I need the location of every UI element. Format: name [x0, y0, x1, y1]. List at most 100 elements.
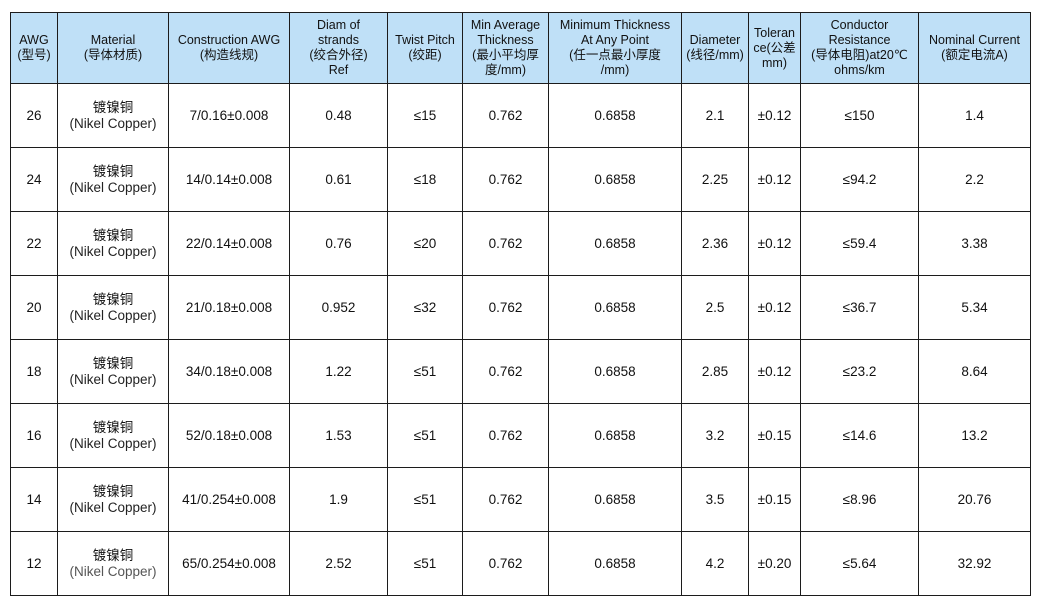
cell-min-thickness-any-point: 0.6858 — [548, 467, 682, 532]
header-resistance: Conductor Resistance (导体电阻)at20℃ ohms/km — [800, 12, 919, 84]
table-row: 16 镀镍铜 (Nikel Copper) 52/0.18±0.008 1.53 … — [10, 403, 1031, 468]
cell-min-avg-thickness: 0.762 — [462, 83, 549, 148]
cell-current: 32.92 — [918, 531, 1031, 596]
cell-resistance: ≤36.7 — [800, 275, 919, 340]
header-material: Material (导体材质) — [57, 12, 169, 84]
cell-twist-pitch: ≤18 — [387, 147, 463, 212]
material-cn: 镀镍铜 — [92, 355, 134, 371]
cell-material: 镀镍铜 (Nikel Copper) — [57, 339, 169, 404]
cell-diam-strands: 0.76 — [289, 211, 388, 276]
cell-tolerance: ±0.20 — [748, 531, 801, 596]
material-cn: 镀镍铜 — [92, 547, 134, 563]
cell-awg: 26 — [10, 83, 58, 148]
cell-resistance: ≤59.4 — [800, 211, 919, 276]
header-row: AWG (型号) Material (导体材质) Construction AW… — [10, 12, 1031, 84]
cell-diameter: 3.2 — [681, 403, 749, 468]
cell-current: 3.38 — [918, 211, 1031, 276]
header-awg: AWG (型号) — [10, 12, 58, 84]
cell-diam-strands: 0.61 — [289, 147, 388, 212]
cell-diameter: 2.36 — [681, 211, 749, 276]
header-min-thickness-any-point: Minimum Thickness At Any Point (任一点最小厚度 … — [548, 12, 682, 84]
material-en: (Nikel Copper) — [69, 179, 157, 195]
header-min-avg-thickness: Min Average Thickness (最小平均厚 度/mm) — [462, 12, 549, 84]
cell-resistance: ≤14.6 — [800, 403, 919, 468]
material-en: (Nikel Copper) — [69, 243, 157, 259]
material-cn: 镀镍铜 — [92, 99, 134, 115]
cell-current: 5.34 — [918, 275, 1031, 340]
cell-min-thickness-any-point: 0.6858 — [548, 531, 682, 596]
material-en: (Nikel Copper) — [69, 371, 157, 387]
cell-awg: 12 — [10, 531, 58, 596]
cell-material: 镀镍铜 (Nikel Copper) — [57, 275, 169, 340]
cell-tolerance: ±0.12 — [748, 147, 801, 212]
cell-material: 镀镍铜 (Nikel Copper) — [57, 403, 169, 468]
cell-awg: 24 — [10, 147, 58, 212]
material-cn: 镀镍铜 — [92, 419, 134, 435]
cell-awg: 20 — [10, 275, 58, 340]
table-row: 22 镀镍铜 (Nikel Copper) 22/0.14±0.008 0.76 … — [10, 211, 1031, 276]
cell-awg: 16 — [10, 403, 58, 468]
cell-diam-strands: 0.952 — [289, 275, 388, 340]
cell-min-thickness-any-point: 0.6858 — [548, 211, 682, 276]
cell-material: 镀镍铜 (Nikel Copper) — [57, 83, 169, 148]
material-en: (Nikel Copper) — [69, 115, 157, 131]
cell-twist-pitch: ≤51 — [387, 531, 463, 596]
cell-diameter: 2.5 — [681, 275, 749, 340]
cell-diam-strands: 0.48 — [289, 83, 388, 148]
header-diameter: Diameter (线径/mm) — [681, 12, 749, 84]
table-row: 26 镀镍铜 (Nikel Copper) 7/0.16±0.008 0.48 ≤… — [10, 83, 1031, 148]
cell-current: 13.2 — [918, 403, 1031, 468]
material-en: (Nikel Copper) — [69, 307, 157, 323]
cell-diameter: 3.5 — [681, 467, 749, 532]
cell-construction: 7/0.16±0.008 — [168, 83, 290, 148]
cell-tolerance: ±0.12 — [748, 211, 801, 276]
cell-min-avg-thickness: 0.762 — [462, 211, 549, 276]
cell-construction: 21/0.18±0.008 — [168, 275, 290, 340]
cell-min-avg-thickness: 0.762 — [462, 531, 549, 596]
cell-resistance: ≤150 — [800, 83, 919, 148]
cell-diam-strands: 1.53 — [289, 403, 388, 468]
cell-min-thickness-any-point: 0.6858 — [548, 339, 682, 404]
cell-material: 镀镍铜 (Nikel Copper) — [57, 147, 169, 212]
material-en: (Nikel Copper) — [69, 563, 157, 579]
material-en: (Nikel Copper) — [69, 499, 157, 515]
cell-min-thickness-any-point: 0.6858 — [548, 275, 682, 340]
cell-min-avg-thickness: 0.762 — [462, 467, 549, 532]
cell-diameter: 4.2 — [681, 531, 749, 596]
cell-twist-pitch: ≤51 — [387, 339, 463, 404]
table-row: 12 镀镍铜 (Nikel Copper) 65/0.254±0.008 2.52… — [10, 531, 1031, 596]
cell-construction: 34/0.18±0.008 — [168, 339, 290, 404]
cell-tolerance: ±0.12 — [748, 339, 801, 404]
wire-spec-table: AWG (型号) Material (导体材质) Construction AW… — [10, 12, 1031, 596]
cell-current: 2.2 — [918, 147, 1031, 212]
cell-current: 1.4 — [918, 83, 1031, 148]
cell-construction: 14/0.14±0.008 — [168, 147, 290, 212]
cell-twist-pitch: ≤32 — [387, 275, 463, 340]
cell-construction: 65/0.254±0.008 — [168, 531, 290, 596]
cell-awg: 22 — [10, 211, 58, 276]
cell-diam-strands: 1.22 — [289, 339, 388, 404]
cell-material: 镀镍铜 (Nikel Copper) — [57, 467, 169, 532]
material-cn: 镀镍铜 — [92, 291, 134, 307]
table-row: 24 镀镍铜 (Nikel Copper) 14/0.14±0.008 0.61 … — [10, 147, 1031, 212]
cell-twist-pitch: ≤51 — [387, 467, 463, 532]
header-twist-pitch: Twist Pitch (绞距) — [387, 12, 463, 84]
cell-tolerance: ±0.15 — [748, 467, 801, 532]
spec-table-container: AWG (型号) Material (导体材质) Construction AW… — [10, 12, 1031, 596]
header-tolerance: Toleran ce(公差 mm) — [748, 12, 801, 84]
material-cn: 镀镍铜 — [92, 227, 134, 243]
cell-min-avg-thickness: 0.762 — [462, 403, 549, 468]
cell-material: 镀镍铜 (Nikel Copper) — [57, 531, 169, 596]
header-diam-strands: Diam of strands (绞合外径) Ref — [289, 12, 388, 84]
cell-resistance: ≤94.2 — [800, 147, 919, 212]
table-row: 14 镀镍铜 (Nikel Copper) 41/0.254±0.008 1.9 … — [10, 467, 1031, 532]
cell-current: 8.64 — [918, 339, 1031, 404]
cell-twist-pitch: ≤20 — [387, 211, 463, 276]
cell-diameter: 2.25 — [681, 147, 749, 212]
header-construction: Construction AWG (构造线规) — [168, 12, 290, 84]
cell-diam-strands: 2.52 — [289, 531, 388, 596]
material-en: (Nikel Copper) — [69, 435, 157, 451]
cell-min-avg-thickness: 0.762 — [462, 275, 549, 340]
cell-current: 20.76 — [918, 467, 1031, 532]
cell-min-avg-thickness: 0.762 — [462, 147, 549, 212]
